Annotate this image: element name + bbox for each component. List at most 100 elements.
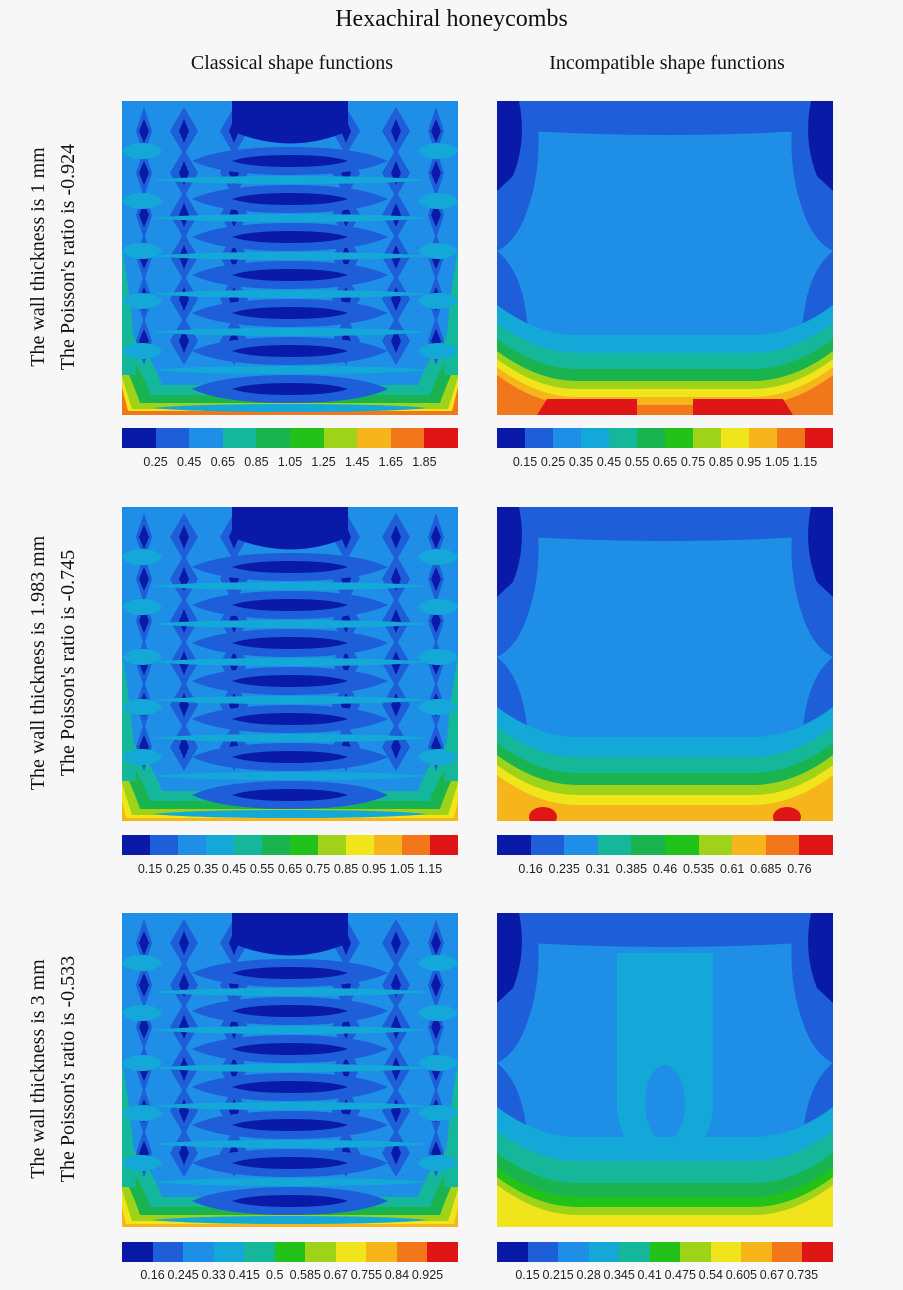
colorbar-tick-label: 0.16 <box>140 1268 165 1282</box>
colorbar-tick-label: 1.85 <box>412 455 437 469</box>
colorbar-segment <box>497 428 525 448</box>
side-band <box>418 1105 458 1121</box>
colorbar-segment <box>346 835 374 855</box>
lattice-column-core <box>391 931 401 955</box>
colorbar-segment <box>637 428 665 448</box>
left-strip <box>122 251 136 375</box>
lattice-column-core <box>139 161 149 185</box>
colorbar-segment <box>765 835 800 855</box>
lattice-column-core <box>431 119 441 143</box>
colorbar-segment <box>396 1242 428 1262</box>
colorbar-tick-label: 0.55 <box>624 455 650 469</box>
right-corner-core <box>808 101 833 191</box>
lattice-column-core <box>179 931 189 955</box>
colorbar-tick-label: 0.95 <box>361 862 387 876</box>
colorbar-ticks-r3-classical: 0.16 0.245 0.33 0.415 0.5 0.585 0.67 0.755 0.84 0… <box>122 1268 458 1284</box>
side-band <box>122 243 162 259</box>
colorbar-tick-label: 0.65 <box>277 862 303 876</box>
horizontal-band-core <box>232 1157 348 1169</box>
top-dark-block <box>232 507 348 550</box>
colorbar-segment <box>530 835 565 855</box>
colorbar-tick-label: 0.45 <box>177 455 202 469</box>
colorbar-segment <box>318 835 346 855</box>
colorbar-tick-label: 1.45 <box>345 455 370 469</box>
lattice-column-core <box>139 203 149 227</box>
colorbar-segment <box>357 428 391 448</box>
contour-plot-r1-incompatible <box>497 101 833 415</box>
inter-band <box>152 1026 428 1034</box>
colorbar-tick-label: 0.55 <box>249 862 275 876</box>
row-label-2-thickness: The wall thickness is 1.983 mm <box>27 535 49 791</box>
colorbar-segment <box>183 1242 214 1262</box>
colorbar-segment <box>497 835 531 855</box>
colorbar-tick-label: 0.85 <box>333 862 359 876</box>
row-label-3: The wall thickness is 3 mm The Poisson's… <box>23 904 93 1234</box>
lattice-column-core <box>391 1141 401 1165</box>
colorbar-tick-label: 0.45 <box>221 862 247 876</box>
colorbar-segment <box>390 428 425 448</box>
contour-plot-r2-incompatible <box>497 507 833 821</box>
left-corner-core <box>497 913 522 1003</box>
inter-band <box>152 988 428 996</box>
colorbar-segment <box>581 428 609 448</box>
colorbar-tick-label: 0.67 <box>759 1268 785 1282</box>
colorbar-tick-label: 0.54 <box>698 1268 723 1282</box>
inter-band <box>152 1216 428 1224</box>
colorbar-r2-classical <box>122 835 458 855</box>
colorbar-tick-label: 0.585 <box>289 1268 321 1282</box>
horizontal-band-core <box>232 599 348 611</box>
right-strip <box>444 657 458 781</box>
colorbar-segment <box>206 835 234 855</box>
side-band <box>418 243 458 259</box>
colorbar-tick-label: 1.15 <box>417 862 443 876</box>
colorbar-segment <box>802 1242 834 1262</box>
colorbar-segment <box>805 428 833 448</box>
inter-band <box>152 1178 428 1186</box>
colorbar-tick-label: 0.5 <box>266 1268 284 1282</box>
contour-field <box>122 101 458 415</box>
colorbar-segment <box>374 835 402 855</box>
hot-spot-left <box>529 807 557 821</box>
colorbar-r3-incompatible <box>497 1242 834 1262</box>
colorbar-tick-label: 0.85 <box>708 455 734 469</box>
side-band <box>418 343 458 359</box>
row-label-1-poisson: The Poisson's ratio is -0.924 <box>57 143 79 371</box>
colorbar-tick-label: 0.33 <box>201 1268 226 1282</box>
lattice-column-core <box>179 1015 189 1039</box>
colorbar-tick-label: 0.685 <box>750 862 782 876</box>
bottom-band-green <box>122 1157 458 1227</box>
inter-band <box>152 290 428 298</box>
colorbar-segment <box>588 1242 620 1262</box>
colorbar-ticks-r3-incompatible: 0.15 0.215 0.28 0.345 0.41 0.475 0.54 0.605 0.67… <box>497 1268 833 1284</box>
side-band <box>122 549 162 565</box>
bottom-gradient-band <box>497 775 833 821</box>
colorbar-segment <box>597 835 632 855</box>
colorbar-segment <box>152 1242 184 1262</box>
side-band <box>418 599 458 615</box>
top-band <box>497 507 833 541</box>
side-band <box>122 649 162 665</box>
colorbar-tick-label: 0.35 <box>193 862 219 876</box>
inter-band <box>152 1102 428 1110</box>
colorbar-segment <box>244 1242 275 1262</box>
colorbar-tick-label: 0.245 <box>167 1268 199 1282</box>
colorbar-tick-label: 0.65 <box>210 455 235 469</box>
side-band <box>122 143 162 159</box>
colorbar-segment <box>693 428 721 448</box>
horizontal-band-core <box>232 307 348 319</box>
colorbar-segment <box>710 1242 742 1262</box>
colorbar-segment <box>424 428 458 448</box>
colorbar-segment <box>222 428 257 448</box>
inter-band <box>152 810 428 818</box>
colorbar-segment <box>335 1242 367 1262</box>
side-band <box>418 143 458 159</box>
side-band <box>122 1005 162 1021</box>
colorbar-tick-label: 0.85 <box>244 455 269 469</box>
bottom-band-yellow <box>122 1189 458 1227</box>
colorbar-tick-label: 0.84 <box>384 1268 410 1282</box>
colorbar-segment <box>741 1242 772 1262</box>
lattice-column-core <box>431 203 441 227</box>
column-header-classical: Classical shape functions <box>190 52 394 74</box>
colorbar-tick-label: 0.215 <box>542 1268 574 1282</box>
colorbar-tick-label: 0.415 <box>228 1268 260 1282</box>
